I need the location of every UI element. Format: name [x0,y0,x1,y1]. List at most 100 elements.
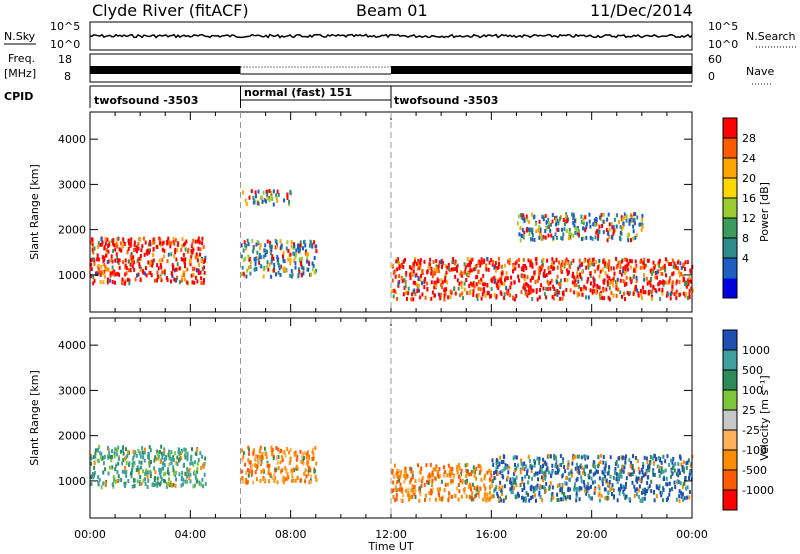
heatmap-cell [177,450,180,455]
heatmap-cell [503,296,506,301]
heatmap-cell [176,262,179,267]
heatmap-cell [402,259,405,264]
heatmap-cell [196,258,199,263]
heatmap-cell [559,282,562,287]
heatmap-cell [174,483,177,488]
heatmap-cell [608,484,611,489]
heatmap-cell [566,261,569,266]
heatmap-cell [596,266,599,271]
heatmap-cell [521,213,524,218]
heatmap-cell [421,476,424,481]
heatmap-cell [247,445,250,450]
heatmap-cell [507,288,510,293]
heatmap-cell [152,261,154,266]
heatmap-cell [259,255,262,260]
heatmap-cell [604,466,607,471]
heatmap-cell [444,482,447,487]
heatmap-cell [92,475,95,480]
heatmap-cell [170,450,173,455]
heatmap-cell [531,230,534,235]
heatmap-cell [160,451,163,456]
heatmap-cell [542,217,545,222]
heatmap-cell [534,493,536,498]
heatmap-cell [688,472,691,477]
heatmap-cell [472,282,475,287]
heatmap-cell [571,461,574,466]
power-ytick: 4000 [58,133,86,146]
heatmap-cell [182,257,185,262]
heatmap-cell [610,234,613,239]
heatmap-cell [393,288,396,293]
heatmap-cell [499,470,502,475]
heatmap-cell [479,280,482,285]
heatmap-cell [128,241,130,246]
heatmap-cell [258,457,261,462]
heatmap-cell [549,270,552,275]
heatmap-cell [523,274,526,279]
heatmap-cell [597,463,600,468]
heatmap-cell [551,257,554,262]
heatmap-cell [512,264,515,269]
heatmap-cell [659,297,662,301]
heatmap-cell [495,282,498,287]
heatmap-cell [466,291,469,295]
heatmap-cell [109,278,112,283]
heatmap-cell [117,474,120,479]
heatmap-cell [519,226,522,230]
heatmap-cell [90,456,93,461]
heatmap-cell [147,260,150,265]
heatmap-cell [602,259,605,264]
heatmap-cell [591,480,594,485]
heatmap-cell [438,493,441,498]
heatmap-cell [484,282,487,287]
heatmap-cell [262,274,265,279]
heatmap-cell [168,449,171,454]
heatmap-cell [646,489,648,494]
heatmap-cell [160,477,163,481]
heatmap-cell [505,271,508,276]
heatmap-cell [132,449,135,454]
heatmap-cell [521,227,524,232]
colorbar-segment [723,350,737,371]
heatmap-cell [492,260,494,265]
heatmap-cell [547,233,550,238]
heatmap-cell [638,222,641,227]
heatmap-cell [510,281,513,286]
heatmap-cell [152,253,155,257]
heatmap-cell [310,272,313,277]
heatmap-cell [563,227,566,232]
heatmap-cell [186,467,189,472]
heatmap-cell [251,464,253,469]
heatmap-cell [636,288,639,293]
heatmap-cell [133,267,136,272]
heatmap-cell [534,471,537,476]
heatmap-cell [270,260,273,265]
heatmap-cell [486,496,489,501]
heatmap-cell [470,497,473,502]
heatmap-cell [191,241,194,246]
heatmap-cell [196,254,199,259]
heatmap-cell [662,280,665,285]
heatmap-cell [182,252,185,257]
heatmap-cell [417,266,420,271]
heatmap-cell [590,469,593,474]
heatmap-cell [417,463,419,468]
heatmap-cell [568,270,570,275]
heatmap-cell [684,476,687,481]
velocity-heatmap [90,444,694,503]
heatmap-cell [651,456,654,461]
heatmap-cell [262,267,265,272]
heatmap-cell [603,278,606,283]
heatmap-cell [660,493,663,498]
heatmap-cell [569,288,572,293]
heatmap-cell [131,258,134,263]
heatmap-cell [587,276,590,281]
heatmap-cell [687,278,690,283]
heatmap-cell [409,480,411,485]
heatmap-cell [293,451,296,456]
heatmap-cell [641,470,644,475]
heatmap-cell [658,287,661,292]
heatmap-cell [479,260,482,265]
heatmap-cell [438,496,441,501]
heatmap-cell [183,277,186,282]
